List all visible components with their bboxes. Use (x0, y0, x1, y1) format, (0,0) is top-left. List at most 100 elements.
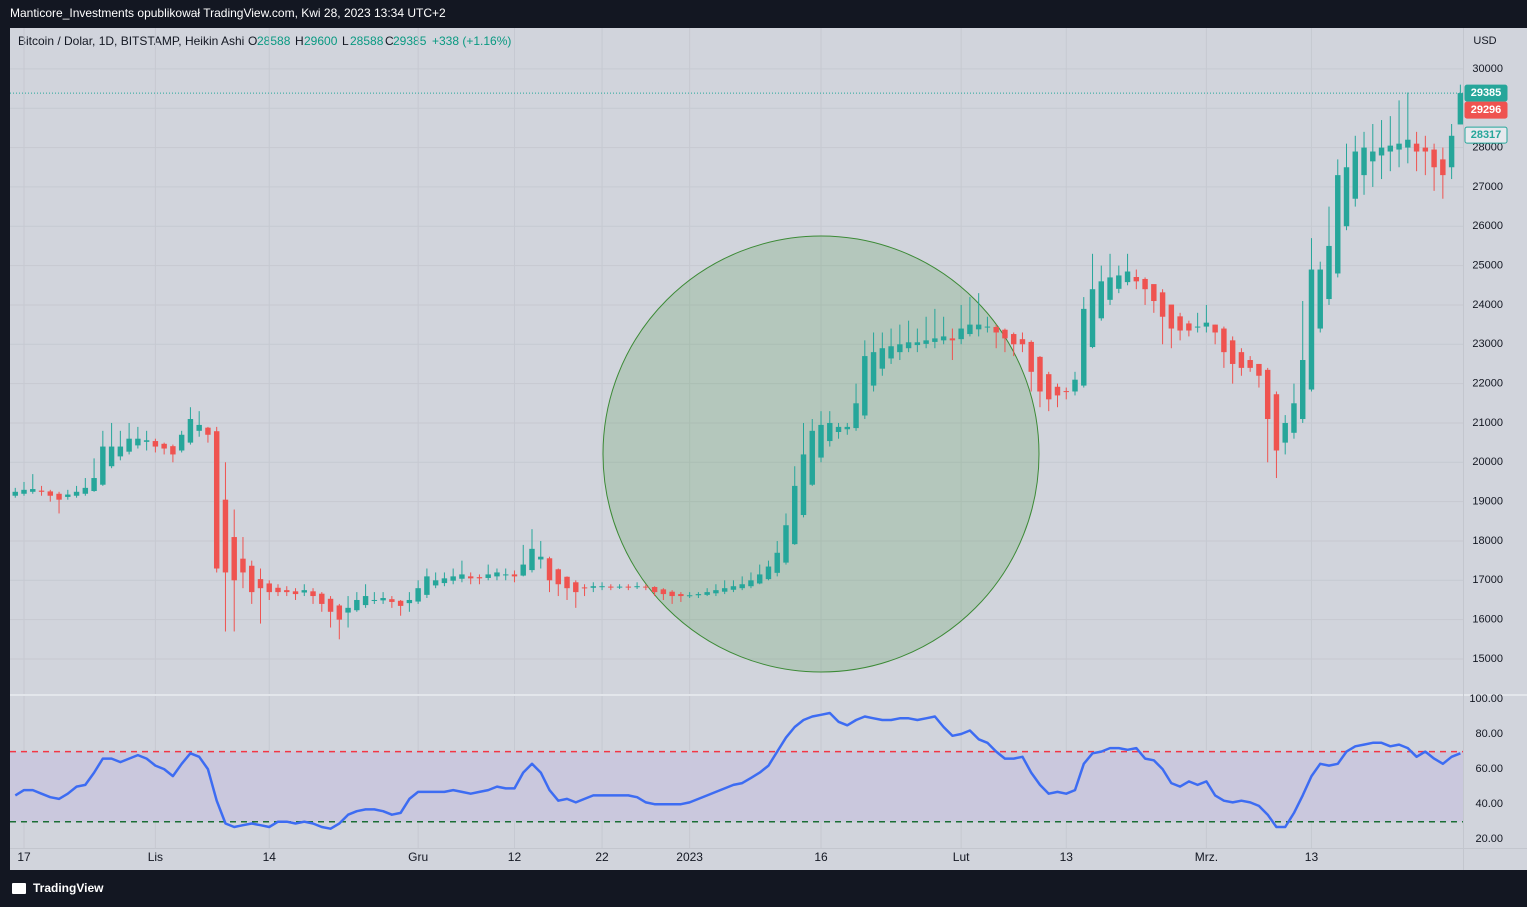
legend-value: 29600 (304, 34, 338, 48)
candle-body (1046, 374, 1052, 400)
candle-body (126, 438, 132, 452)
candle-body (249, 565, 255, 593)
candle-body (616, 586, 623, 588)
candle-body (1273, 394, 1280, 451)
candle-body (1238, 352, 1245, 368)
candle-body (1203, 322, 1210, 327)
price-badge (1464, 101, 1508, 119)
y-tick-label: 24000 (1472, 299, 1503, 311)
candle-body (581, 587, 588, 589)
candle-body (1291, 403, 1297, 433)
candle-body (1247, 360, 1253, 368)
legend-label: L (342, 34, 349, 48)
candle-body (485, 574, 491, 578)
candle-body (783, 525, 789, 563)
candle-body (844, 426, 851, 430)
legend-value: 29385 (393, 34, 427, 48)
candle-body (1002, 329, 1008, 339)
candle-body (354, 599, 360, 611)
x-tick-label: Lut (953, 850, 970, 864)
candle-body (1089, 289, 1096, 348)
candle-body (380, 598, 386, 601)
candle-body (1317, 269, 1323, 329)
candle-body (1221, 328, 1227, 353)
legend-label: H (295, 34, 304, 48)
candle-body (888, 346, 894, 359)
candle-body (905, 342, 912, 349)
symbol-title: Bitcoin / Dolar, 1D, BITSTAMP, Heikin As… (18, 34, 244, 48)
candle-body (1413, 143, 1420, 152)
candle-body (257, 579, 264, 589)
candle-body (310, 591, 316, 597)
x-tick-label: 2023 (676, 850, 703, 864)
candle-body (1010, 334, 1017, 345)
candle-body (415, 588, 421, 602)
candle-body (1370, 151, 1376, 162)
candle-body (1326, 245, 1332, 300)
candle-body (397, 600, 404, 606)
candle-body (467, 576, 474, 579)
candle-body (748, 580, 754, 587)
candle-body (634, 586, 640, 588)
candle-body (1352, 151, 1358, 199)
x-tick-label: 13 (1305, 850, 1319, 864)
candle-body (827, 422, 833, 442)
legend-value: 28588 (257, 34, 291, 48)
candle-body (117, 446, 124, 457)
candle-body (345, 607, 351, 613)
candle-body (704, 592, 710, 595)
candle-body (292, 591, 299, 595)
candle-body (336, 605, 343, 620)
candle-body (1361, 147, 1367, 176)
candle-body (564, 576, 570, 589)
candle-body (923, 340, 929, 344)
candle-body (538, 556, 544, 560)
candle-body (65, 494, 71, 497)
candle-body (178, 434, 185, 451)
candle-body (1028, 341, 1034, 372)
candle-body (1378, 147, 1385, 156)
y-tick-label: 18000 (1472, 535, 1503, 547)
y-tick-label: 80.00 (1475, 728, 1503, 740)
candle-body (1177, 316, 1183, 331)
band-fill (10, 751, 1463, 822)
candle-body (1151, 284, 1157, 302)
x-tick-label: 12 (508, 850, 522, 864)
candle-body (1457, 93, 1464, 125)
candle-body (56, 493, 62, 500)
candle-body (940, 336, 947, 341)
candle-body (932, 338, 938, 342)
y-tick-label: 22000 (1472, 378, 1503, 390)
x-tick-label: 22 (595, 850, 609, 864)
candle-body (1256, 363, 1262, 376)
candle-body (721, 588, 728, 592)
candle-body (12, 491, 18, 496)
y-tick-label: 20.00 (1475, 833, 1503, 845)
candle-body (809, 430, 815, 485)
price-badge-label: 28317 (1471, 129, 1502, 141)
candle-body (389, 599, 395, 602)
candle-body (503, 574, 509, 576)
y-tick-label: 100.00 (1469, 693, 1503, 705)
y-tick-label: 23000 (1472, 338, 1503, 350)
candle-body (1072, 379, 1078, 392)
candle-body (608, 586, 614, 588)
candle-body (73, 491, 80, 496)
candle-body (1107, 277, 1113, 300)
candle-body (756, 574, 763, 584)
candle-body (879, 348, 886, 369)
candle-body (135, 438, 141, 446)
candle-body (161, 443, 167, 449)
candle-body (21, 489, 27, 494)
candle-body (1081, 308, 1087, 386)
legend-value: 28588 (350, 34, 384, 48)
y-tick-label: 28000 (1472, 141, 1503, 153)
candle-body (625, 586, 632, 588)
candle-body (441, 578, 448, 584)
candle-body (660, 589, 667, 595)
candle-body (862, 356, 868, 416)
y-tick-label: 40.00 (1475, 798, 1503, 810)
candle-body (213, 431, 220, 569)
legend-label: O (248, 34, 257, 48)
y-tick-label: 60.00 (1475, 763, 1503, 775)
